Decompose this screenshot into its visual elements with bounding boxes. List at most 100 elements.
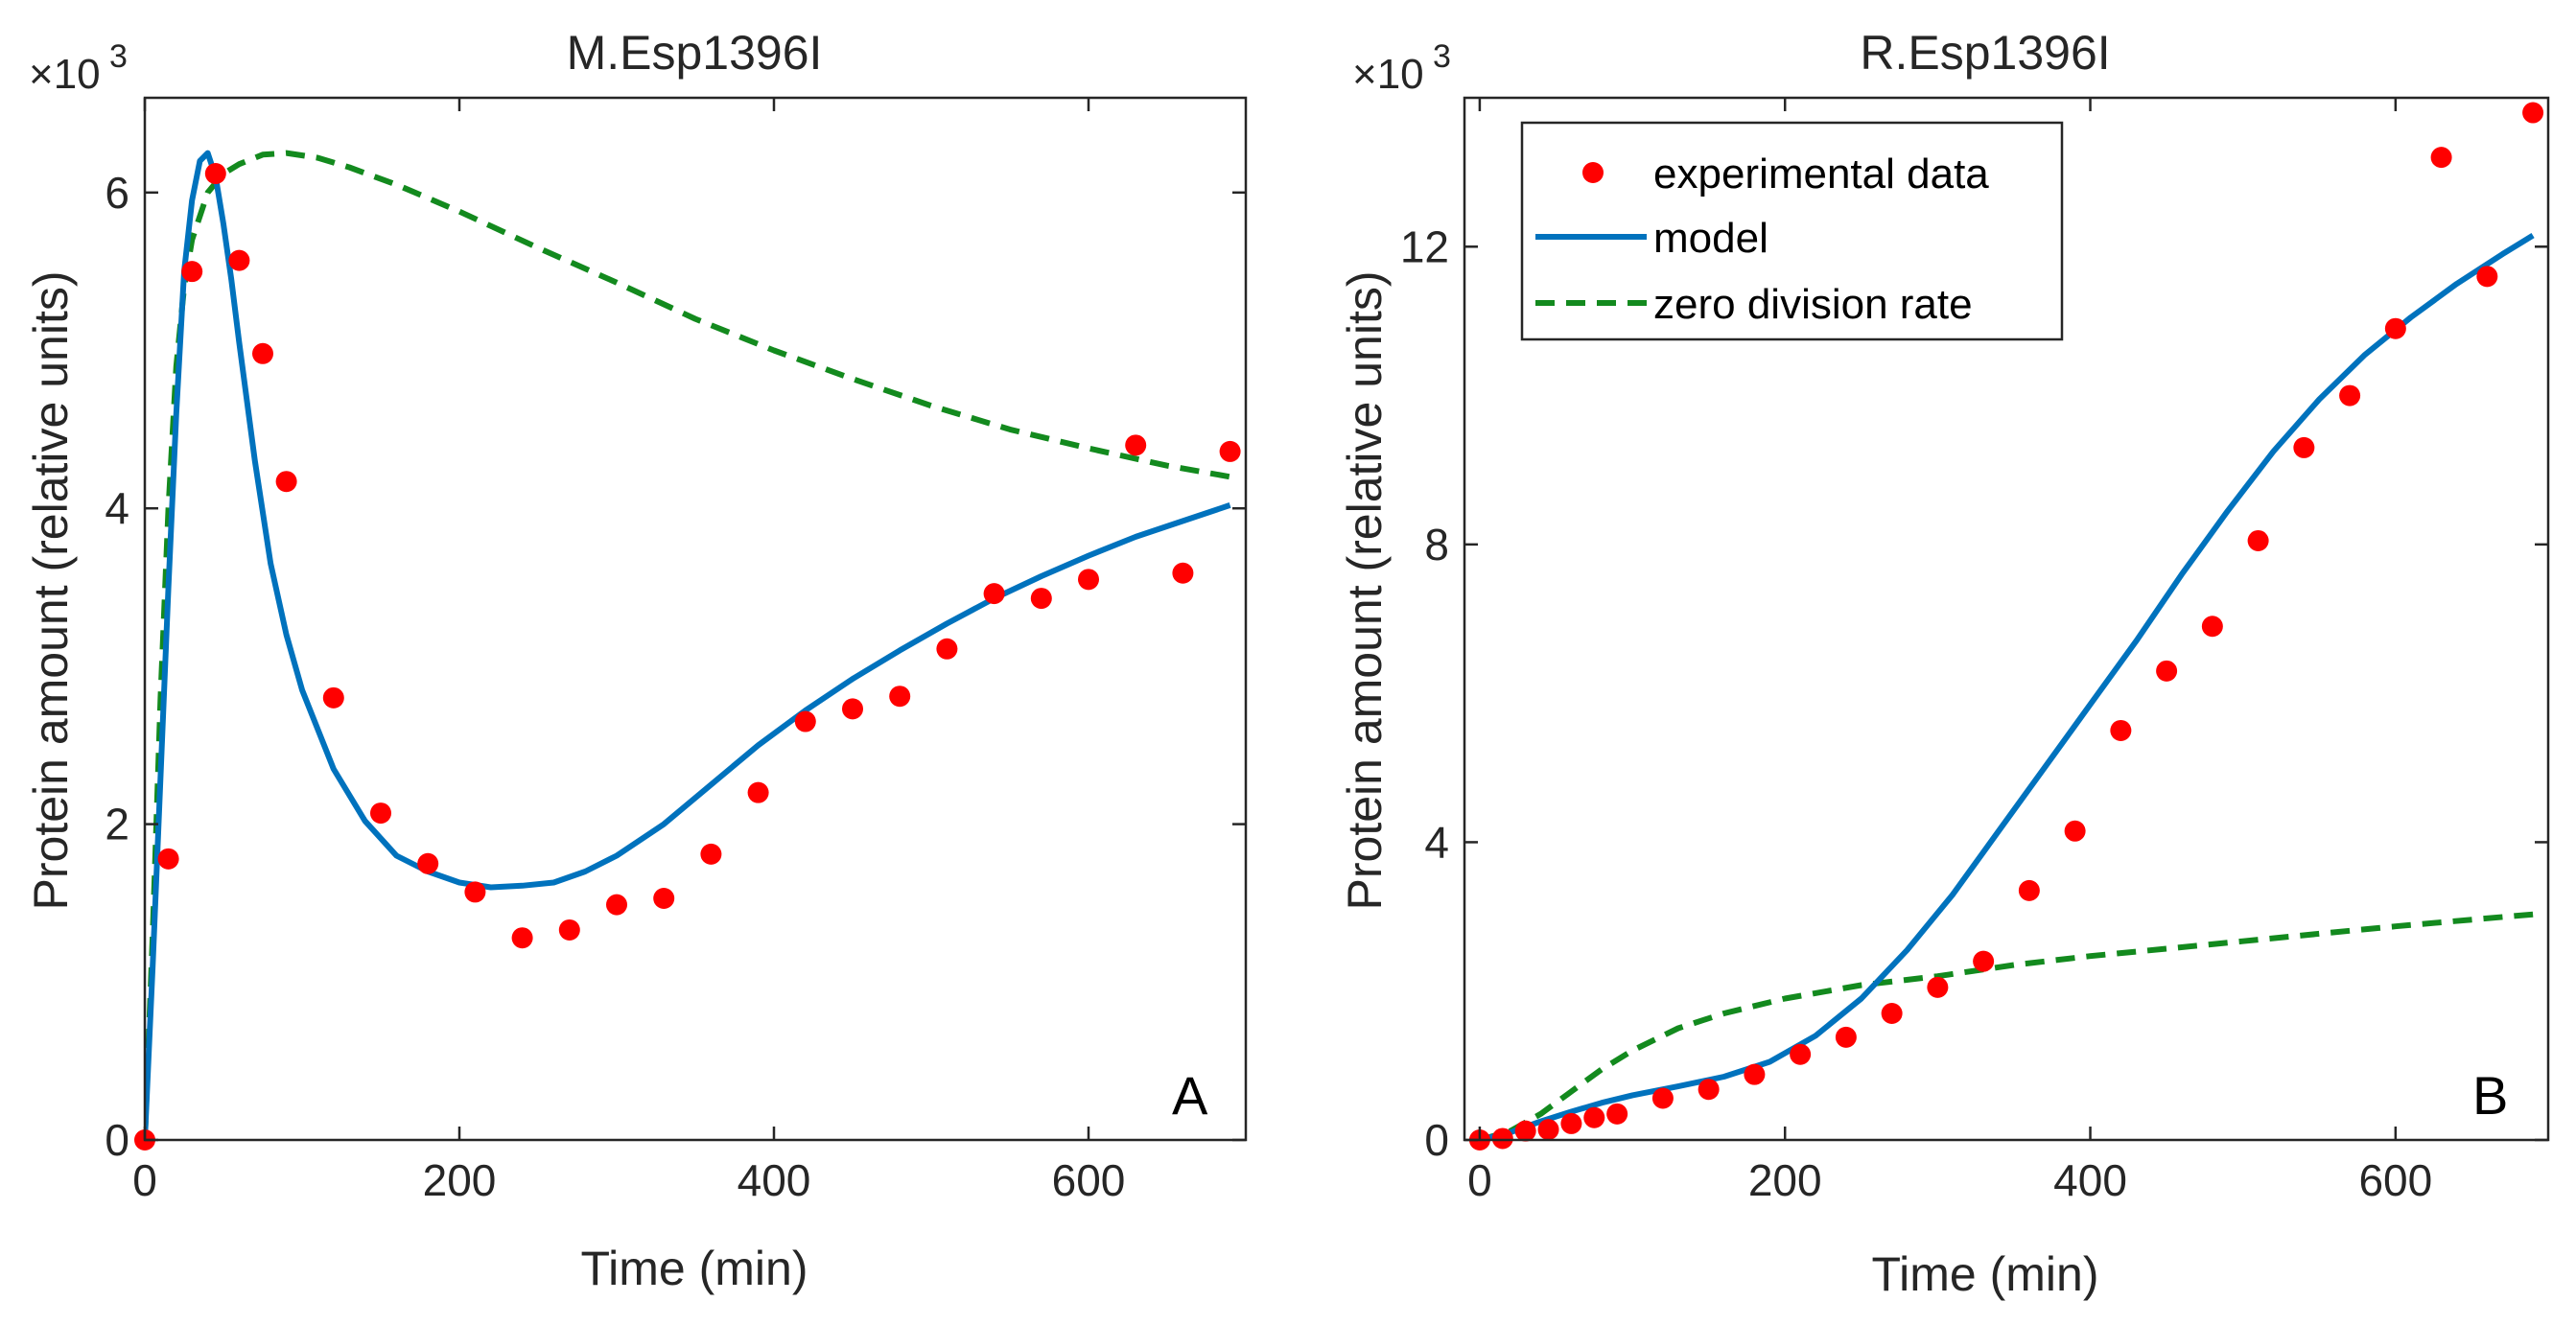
legend-label-zero-division-rate: zero division rate: [1653, 281, 1973, 328]
chart-a-panel-letter: A: [1172, 1065, 1208, 1126]
chart-b-ticks-layer: 0 200 400 600 0 4 8 12: [1400, 98, 2548, 1205]
chart-a-axes-frame: [143, 96, 1248, 1142]
chart-a-point-experimental-data: [794, 710, 816, 732]
chart-b-point-experimental-data: [2156, 660, 2178, 682]
legend-entry-experimental-data: experimental data: [1582, 151, 1989, 198]
chart-a-point-experimental-data: [511, 927, 533, 949]
chart-a-series-layer: [134, 150, 1241, 1151]
chart-a-point-experimental-data: [275, 471, 297, 493]
chart-a-point-experimental-data: [606, 894, 627, 916]
chart-a-point-experimental-data: [653, 888, 675, 910]
chart-b-ytick-label: 0: [1424, 1115, 1449, 1165]
chart-a-xtick-label: 0: [132, 1155, 157, 1205]
chart-a-point-experimental-data: [747, 781, 769, 803]
chart-b-point-experimental-data: [1835, 1026, 1857, 1048]
chart-b-point-experimental-data: [2476, 266, 2498, 288]
chart-b-point-experimental-data: [2430, 147, 2452, 169]
chart-a-point-experimental-data: [1172, 562, 1194, 584]
chart-b-legend: experimental data model zero division ra…: [1520, 121, 2064, 341]
chart-a-title: M.Esp1396I: [567, 26, 823, 80]
chart-a-point-experimental-data: [464, 881, 486, 903]
chart-a-point-experimental-data: [252, 342, 273, 364]
chart-a-point-experimental-data: [417, 852, 439, 874]
chart-a-point-experimental-data: [370, 802, 391, 825]
chart-b-ylabel: Protein amount (relative units): [1338, 271, 1392, 911]
chart-a-point-experimental-data: [983, 583, 1005, 605]
chart-a-series-model: [145, 150, 1231, 1140]
chart-a-ytick-label: 2: [105, 800, 129, 849]
chart-b-point-experimental-data: [1583, 1106, 1605, 1128]
chart-a-ylabel: Protein amount (relative units): [24, 271, 78, 911]
chart-b-point-experimental-data: [1698, 1079, 1720, 1101]
chart-b-point-experimental-data: [1790, 1043, 1812, 1065]
chart-b-point-experimental-data: [1744, 1063, 1766, 1085]
chart-a-exponent: ×10 3: [29, 38, 128, 98]
chart-b-point-experimental-data: [2522, 102, 2544, 124]
chart-b-point-experimental-data: [2384, 317, 2406, 339]
chart-a-point-experimental-data: [842, 698, 863, 720]
chart-b-axes-frame: [1463, 96, 2550, 1142]
chart-a-ytick-label: 0: [105, 1115, 129, 1165]
chart-a-point-experimental-data: [1219, 440, 1241, 462]
legend-marker-experimental-data: [1582, 162, 1604, 183]
chart-b-point-experimental-data: [2018, 879, 2040, 901]
chart-a-series-zero-division-rate: [145, 150, 1231, 1140]
chart-a-point-experimental-data: [228, 249, 250, 271]
legend-label-experimental-data: experimental data: [1653, 151, 1989, 198]
chart-b-point-experimental-data: [1606, 1103, 1628, 1125]
legend-entry-model: model: [1535, 215, 1768, 262]
chart-b-point-experimental-data: [1651, 1087, 1674, 1109]
chart-a-exponent-power: 3: [109, 38, 128, 75]
chart-a-point-experimental-data: [1125, 434, 1147, 456]
chart-b-point-experimental-data: [2339, 384, 2361, 407]
chart-a-point-experimental-data: [181, 261, 203, 283]
chart-b-point-experimental-data: [1491, 1127, 1513, 1150]
chart-b-ytick-label: 4: [1424, 817, 1449, 867]
chart-b-series-layer: [1468, 102, 2544, 1151]
chart-b-title: R.Esp1396I: [1860, 26, 2110, 80]
chart-a-point-experimental-data: [558, 918, 580, 941]
chart-b-point-experimental-data: [2201, 616, 2223, 638]
chart-panel-a: M.Esp1396I ×10 3 Protein amount (relativ…: [24, 26, 1248, 1295]
chart-b-xlabel: Time (min): [1871, 1247, 2098, 1301]
chart-a-xtick-label: 400: [738, 1155, 811, 1205]
chart-a-point-experimental-data: [936, 638, 958, 660]
chart-a-exponent-base: ×10: [29, 51, 101, 98]
chart-b-exponent: ×10 3: [1352, 38, 1451, 98]
chart-b-exponent-base: ×10: [1352, 51, 1424, 98]
chart-b-point-experimental-data: [1881, 1003, 1903, 1025]
chart-b-point-experimental-data: [1537, 1119, 1559, 1141]
chart-b-series-zero-division-rate: [1479, 911, 2534, 1140]
chart-b-xtick-label: 400: [2053, 1155, 2127, 1205]
chart-a-ytick-label: 6: [105, 168, 129, 218]
chart-b-point-experimental-data: [2064, 820, 2086, 842]
chart-b-exponent-power: 3: [1433, 38, 1451, 75]
chart-a-point-experimental-data: [1078, 569, 1099, 591]
chart-b-ytick-label: 8: [1424, 520, 1449, 570]
chart-a-point-experimental-data: [322, 686, 344, 709]
chart-panel-b: R.Esp1396I ×10 3 Protein amount (relativ…: [1338, 26, 2550, 1301]
chart-b-point-experimental-data: [1927, 976, 1949, 998]
chart-a-point-experimental-data: [204, 163, 226, 185]
chart-a-xtick-label: 600: [1052, 1155, 1126, 1205]
legend-label-model: model: [1653, 215, 1768, 262]
chart-a-point-experimental-data: [700, 843, 722, 865]
chart-b-panel-letter: B: [2472, 1065, 2508, 1126]
chart-a-ticks-layer: 0 200 400 600 0 2 4 6: [105, 98, 1246, 1205]
chart-b-point-experimental-data: [1514, 1120, 1536, 1142]
legend-entry-zero-division-rate: zero division rate: [1535, 281, 1973, 328]
chart-a-xlabel: Time (min): [580, 1242, 808, 1295]
chart-b-series-model: [1479, 233, 2535, 1140]
chart-b-point-experimental-data: [2110, 719, 2132, 741]
chart-a-ytick-label: 4: [105, 483, 129, 533]
chart-a-point-experimental-data: [889, 686, 911, 708]
chart-b-xtick-label: 200: [1748, 1155, 1822, 1205]
chart-a-xtick-label: 200: [423, 1155, 497, 1205]
chart-b-point-experimental-data: [1973, 950, 1995, 972]
chart-b-xtick-label: 0: [1467, 1155, 1492, 1205]
chart-a-point-experimental-data: [157, 848, 179, 870]
chart-b-point-experimental-data: [1560, 1112, 1582, 1134]
chart-b-ytick-label: 12: [1400, 221, 1449, 271]
chart-a-point-experimental-data: [1030, 588, 1052, 610]
